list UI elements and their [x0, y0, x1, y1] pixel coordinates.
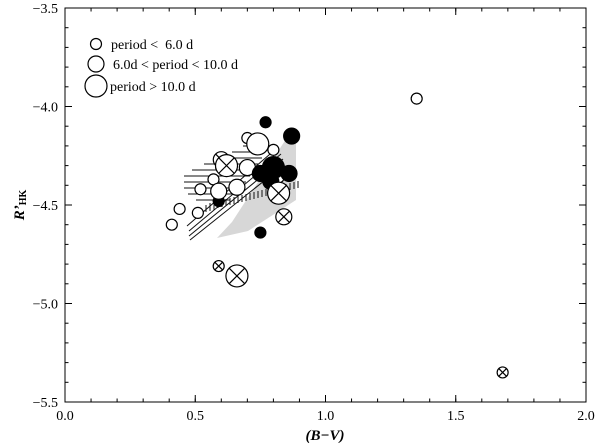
axis-ticks	[64, 7, 587, 403]
y-tick-label: −3.5	[33, 2, 58, 17]
point-cross	[270, 184, 287, 202]
legend-label-large: period > 10.0 d	[110, 80, 196, 95]
point-cross	[228, 267, 246, 285]
x-tick-label: 0.5	[187, 409, 205, 424]
x-tick-label: 0.0	[56, 409, 74, 424]
data-point-open-large	[246, 132, 270, 156]
data-points	[165, 92, 509, 379]
y-axis-title: R’HK	[12, 190, 29, 222]
legend-entry-medium: 6.0d < period < 10.0 d	[87, 55, 238, 73]
data-point-open-small	[194, 183, 207, 196]
legend-label-medium: 6.0d < period < 10.0 d	[113, 58, 238, 73]
y-axis-title-main: R’	[12, 205, 28, 221]
data-point-crossed-small	[496, 366, 509, 379]
data-point-crossed-small	[212, 259, 225, 273]
point-marker	[191, 206, 204, 219]
y-axis-title-sub: HK	[18, 190, 29, 206]
point-cross	[214, 261, 224, 271]
legend-marker-large	[84, 74, 108, 98]
point-marker	[261, 155, 285, 180]
point-marker	[173, 202, 186, 216]
data-point-crossed-large	[267, 181, 291, 205]
legend-marker-small	[89, 37, 103, 51]
legend-entry-large: period > 10.0 d	[84, 74, 196, 98]
plot-frame	[64, 7, 587, 403]
data-point-filled-medium	[283, 127, 301, 145]
data-point-open-small	[191, 206, 204, 219]
point-cross	[218, 157, 235, 174]
x-tick-label: 1.0	[317, 409, 335, 424]
data-point-filled-small	[259, 116, 272, 129]
data-point-open-small	[410, 92, 423, 105]
data-point-crossed-large	[214, 154, 239, 178]
data-point-open-small	[165, 218, 178, 231]
data-point-open-small	[173, 202, 186, 216]
point-marker	[210, 182, 228, 200]
point-marker	[283, 127, 301, 145]
data-point-crossed-large	[225, 264, 249, 288]
point-cross	[277, 210, 290, 223]
data-point-open-medium	[210, 182, 228, 200]
point-marker	[259, 116, 272, 129]
x-axis-title: (B−V)	[305, 428, 344, 444]
vertical-hatching	[205, 181, 299, 212]
y-tick-label: −5.0	[33, 298, 58, 313]
data-point-open-medium	[228, 178, 246, 196]
point-marker	[228, 178, 246, 196]
data-point-crossed-medium	[275, 208, 293, 226]
x-tick-label: 1.5	[447, 409, 465, 424]
data-point-filled-large	[261, 155, 285, 180]
data-point-filled-small	[254, 226, 267, 239]
point-marker	[267, 143, 280, 156]
legend-marker-medium	[87, 55, 105, 73]
y-tick-label: −5.5	[33, 396, 58, 411]
point-cross	[498, 368, 507, 377]
legend-label-small: period < 6.0 d	[111, 38, 193, 53]
point-marker	[246, 132, 270, 156]
point-marker	[165, 218, 178, 231]
point-marker	[254, 226, 267, 239]
legend: period < 6.0 d 6.0d < period < 10.0 d pe…	[84, 37, 238, 98]
x-tick-label: 2.0	[577, 409, 595, 424]
y-tick-label: −4.5	[33, 199, 58, 214]
data-point-open-small	[267, 143, 280, 156]
tick-labels: 0.0 0.5 1.0 1.5 2.0 −3.5 −4.0 −4.5 −5.0 −5.5	[33, 2, 595, 424]
y-tick-label: −4.0	[33, 101, 58, 116]
point-marker	[410, 92, 423, 105]
point-marker	[194, 183, 207, 196]
legend-entry-small: period < 6.0 d	[89, 37, 193, 53]
